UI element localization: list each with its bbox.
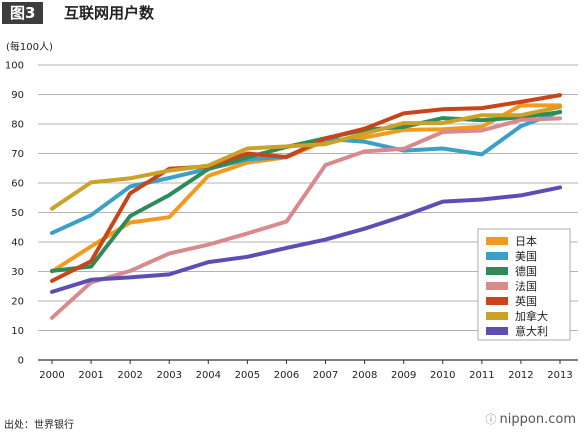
- legend-swatch: [486, 282, 508, 290]
- legend-label: 法国: [515, 279, 537, 293]
- legend-label: 英国: [515, 294, 537, 308]
- legend-label: 美国: [515, 250, 537, 263]
- x-tick-label: 2012: [508, 370, 533, 381]
- y-tick-label: 80: [11, 120, 24, 131]
- y-tick-label: 30: [11, 267, 24, 278]
- series-line: [50, 93, 562, 283]
- x-tick-label: 2005: [235, 370, 260, 381]
- legend-swatch: [486, 312, 508, 320]
- legend-swatch: [486, 252, 508, 260]
- series-line: [50, 110, 562, 273]
- x-tick-label: 2008: [352, 370, 377, 381]
- y-tick-label: 60: [11, 179, 24, 190]
- legend-label: 加拿大: [515, 309, 548, 323]
- series-line: [50, 104, 562, 211]
- legend-label: 日本: [515, 234, 537, 248]
- y-tick-label: 70: [11, 149, 24, 160]
- x-tick-label: 2007: [313, 370, 338, 381]
- x-tick-label: 2006: [274, 370, 299, 381]
- chart-title: 互联网用户数: [64, 4, 155, 22]
- y-tick-label: 0: [18, 356, 24, 367]
- x-tick-label: 2013: [547, 370, 572, 381]
- figure-label: 图3: [2, 2, 44, 24]
- legend-swatch: [486, 237, 508, 245]
- legend-swatch: [486, 327, 508, 335]
- legend-swatch: [486, 267, 508, 275]
- source-note: 出处：世界银行: [4, 420, 74, 431]
- series-line: [50, 185, 562, 294]
- x-tick-label: 2001: [78, 370, 103, 381]
- y-axis-label: (每100人): [6, 42, 53, 53]
- legend-swatch: [486, 297, 508, 305]
- brand-name: nippon.com: [499, 412, 576, 427]
- y-tick-label: 90: [11, 90, 24, 101]
- legend-label: 意大利: [515, 324, 548, 338]
- x-tick-label: 2010: [430, 370, 455, 381]
- y-tick-label: 100: [5, 61, 24, 72]
- legend-label: 德国: [515, 264, 537, 278]
- x-tick-label: 2011: [469, 370, 494, 381]
- info-circle-icon: ⓘ: [485, 413, 497, 426]
- y-tick-label: 50: [11, 208, 24, 219]
- y-tick-label: 10: [11, 326, 24, 337]
- series-line: [50, 116, 562, 320]
- x-tick-label: 2004: [196, 370, 221, 381]
- x-tick-label: 2003: [157, 370, 182, 381]
- brand-logo: ⓘ nippon.com: [486, 411, 576, 427]
- x-tick-label: 2002: [117, 370, 142, 381]
- y-tick-label: 40: [11, 238, 24, 249]
- x-tick-label: 2000: [39, 370, 64, 381]
- x-tick-label: 2009: [391, 370, 416, 381]
- y-tick-label: 20: [11, 297, 24, 308]
